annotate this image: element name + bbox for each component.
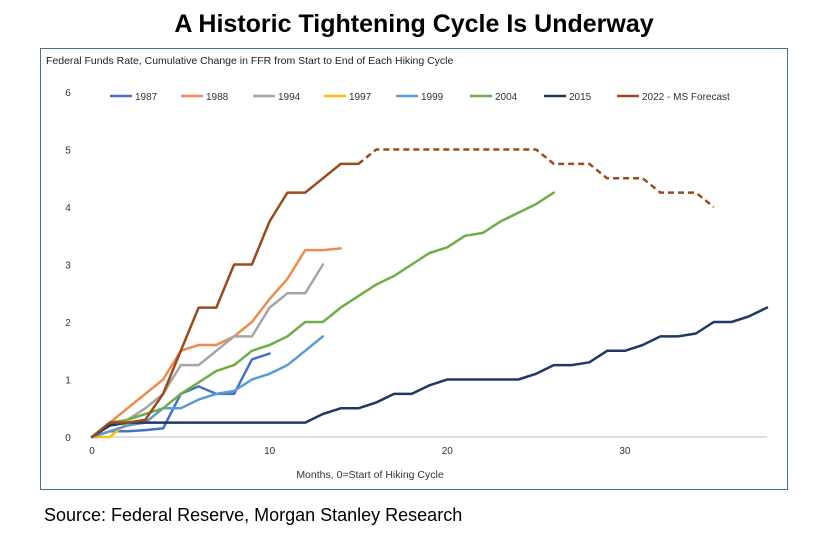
y-tick-label: 3 bbox=[65, 261, 71, 272]
legend-label: 2004 bbox=[495, 92, 518, 103]
legend-label: 1997 bbox=[349, 92, 372, 103]
x-tick-label: 20 bbox=[442, 446, 454, 457]
y-tick-label: 5 bbox=[65, 146, 71, 157]
series-line bbox=[357, 148, 715, 208]
y-tick-label: 2 bbox=[65, 318, 71, 329]
page-title: A Historic Tightening Cycle Is Underway bbox=[174, 10, 654, 38]
y-tick-label: 1 bbox=[65, 376, 71, 387]
legend-label: 1987 bbox=[135, 92, 158, 103]
y-tick-label: 0 bbox=[65, 433, 71, 444]
x-tick-label: 0 bbox=[89, 446, 95, 457]
y-tick-label: 6 bbox=[65, 88, 71, 99]
x-tick-label: 30 bbox=[619, 446, 631, 457]
legend-label: 1994 bbox=[278, 92, 301, 103]
series-line bbox=[90, 191, 556, 439]
x-axis-label: Months, 0=Start of Hiking Cycle bbox=[296, 469, 444, 481]
series-line bbox=[90, 247, 342, 439]
series-line bbox=[90, 162, 360, 439]
source-note: Source: Federal Reserve, Morgan Stanley … bbox=[44, 505, 463, 525]
x-tick-label: 10 bbox=[264, 446, 276, 457]
series-line bbox=[90, 335, 325, 439]
y-tick-label: 4 bbox=[65, 203, 71, 214]
chart-panel bbox=[40, 48, 788, 490]
series-line bbox=[90, 306, 769, 439]
legend-label: 1999 bbox=[421, 92, 444, 103]
chart-title: Federal Funds Rate, Cumulative Change in… bbox=[46, 55, 454, 67]
legend-label: 2015 bbox=[569, 92, 592, 103]
legend-label: 2022 - MS Forecast bbox=[642, 92, 730, 103]
legend-label: 1988 bbox=[206, 92, 229, 103]
series-line bbox=[90, 263, 325, 439]
